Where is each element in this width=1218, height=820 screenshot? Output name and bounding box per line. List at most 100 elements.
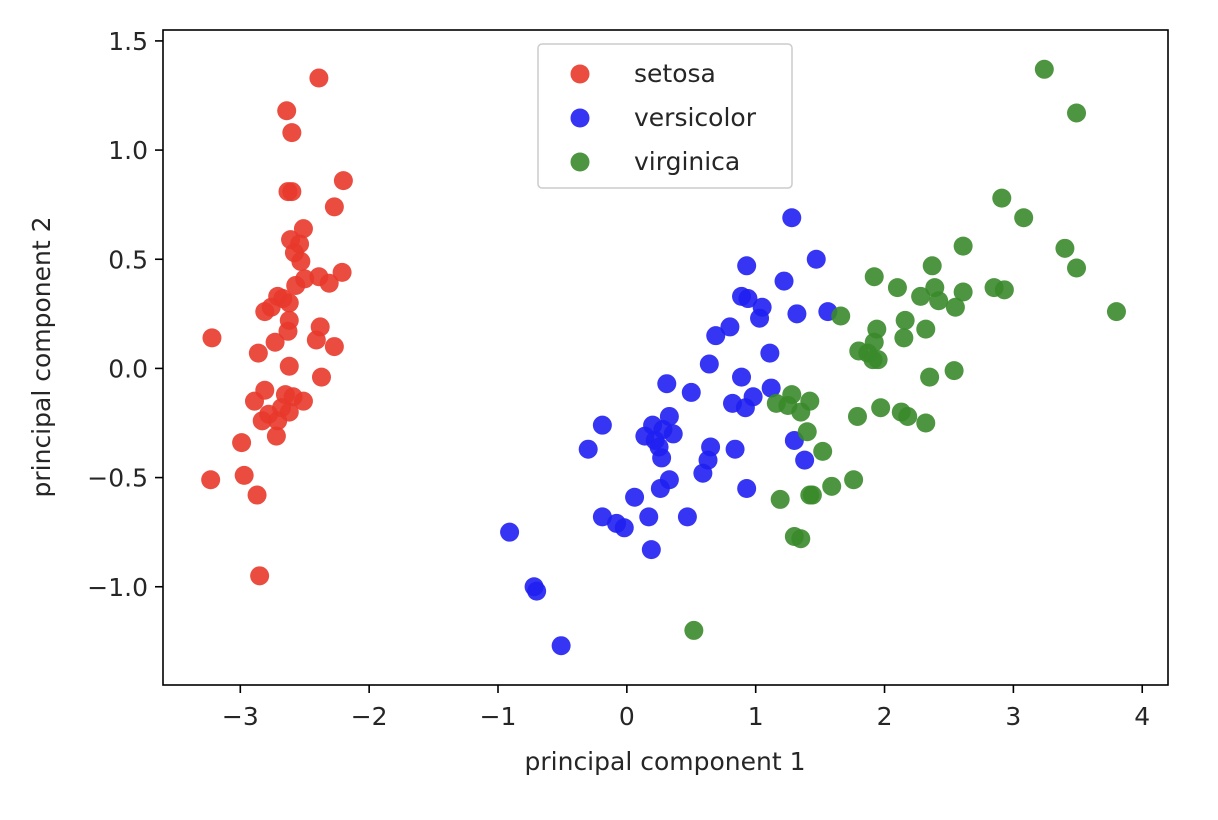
point-setosa [333,171,353,191]
point-virginica [898,406,918,426]
point-setosa [202,328,222,348]
y-axis-ticks: −1.0 −0.5 0.0 0.5 1.0 1.5 [87,27,163,602]
point-virginica [868,350,888,370]
point-setosa [282,182,302,202]
point-versicolor [737,479,757,498]
point-setosa [252,411,272,431]
point-versicolor [738,289,758,309]
point-virginica [992,188,1012,208]
point-setosa [268,411,288,431]
point-virginica [894,328,914,348]
point-setosa [319,273,339,293]
x-tick-label: 3 [1005,702,1021,731]
point-virginica [770,489,790,509]
point-versicolor [699,354,719,374]
point-versicolor [681,382,701,402]
point-setosa [250,566,270,586]
point-versicolor [500,522,520,542]
legend-marker-virginica [570,152,590,172]
x-tick-label: 1 [748,702,764,731]
point-versicolor [725,439,745,459]
legend: setosa versicolor virginica [537,43,793,189]
plot-frame [162,29,1169,686]
point-setosa [279,356,299,376]
point-versicolor [782,208,802,228]
point-virginica [953,236,973,256]
point-virginica [871,398,891,418]
point-virginica [800,485,820,505]
point-versicolor [650,479,670,498]
point-virginica [916,413,936,433]
point-versicolor [693,463,713,483]
point-virginica [922,256,942,276]
point-setosa [293,219,313,239]
point-versicolor [706,326,726,346]
point-setosa [286,275,306,295]
point-virginica [791,529,811,549]
x-tick-label: −3 [222,702,259,731]
point-setosa [265,332,285,352]
point-setosa [282,123,302,143]
point-setosa [244,391,264,411]
point-versicolor [614,518,634,538]
x-tick-label: 0 [619,702,635,731]
legend-label-versicolor: versicolor [634,103,757,132]
point-virginica [797,422,817,442]
point-virginica [1055,238,1075,258]
point-virginica [994,280,1014,300]
point-setosa [248,343,268,363]
point-versicolor [787,304,807,324]
point-virginica [831,306,851,326]
x-tick-label: 2 [877,702,893,731]
point-virginica [844,470,864,490]
y-axis-label: principal component 2 [27,217,56,498]
point-versicolor [806,249,826,269]
legend-marker-setosa [570,64,590,84]
point-versicolor [737,256,757,276]
point-setosa [201,470,221,490]
x-axis-label: principal component 1 [525,747,806,776]
point-setosa [293,391,313,411]
y-tick-label: −1.0 [87,573,148,602]
point-versicolor [732,367,752,387]
point-virginica [864,267,884,287]
point-virginica [813,441,833,461]
point-setosa [279,293,299,313]
point-virginica [847,406,867,426]
point-setosa [232,433,252,453]
point-setosa [324,337,344,357]
point-versicolor [750,308,770,328]
point-virginica [1034,59,1054,79]
point-versicolor [774,271,794,291]
point-versicolor [760,343,780,363]
point-versicolor [578,439,598,459]
point-versicolor [795,450,815,470]
point-virginica [929,291,949,311]
point-virginica [1106,302,1126,322]
point-virginica [895,310,915,330]
point-versicolor [551,636,571,656]
point-setosa [324,197,344,217]
point-virginica [887,278,907,298]
point-versicolor [639,507,659,527]
point-versicolor [677,507,697,527]
point-setosa [278,321,298,341]
point-setosa [291,251,311,271]
point-setosa [309,68,329,88]
y-tick-label: 0.0 [108,354,148,383]
series-versicolor [500,208,838,656]
x-tick-label: −2 [351,702,388,731]
point-versicolor [720,317,740,337]
series-setosa [201,68,353,586]
y-tick-label: 0.5 [108,245,148,274]
point-virginica [684,620,704,640]
point-versicolor [663,424,683,444]
point-versicolor [652,448,672,468]
x-tick-label: 4 [1134,702,1150,731]
point-virginica [1014,208,1034,228]
point-setosa [277,101,297,121]
y-tick-label: 1.5 [108,27,148,56]
point-versicolor [761,378,781,398]
point-virginica [791,402,811,422]
